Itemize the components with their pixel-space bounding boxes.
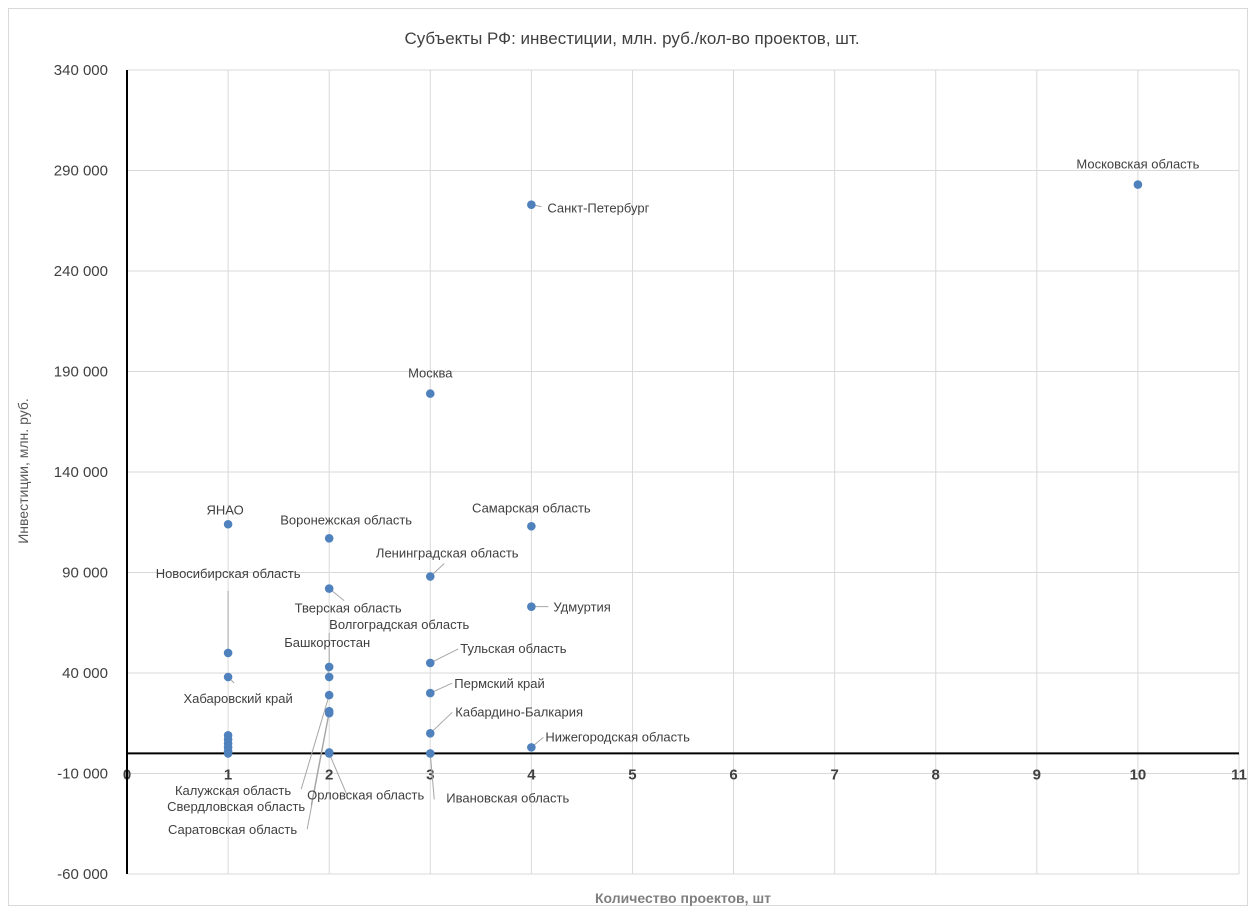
data-point [527,602,536,611]
y-tick-label: 40 000 [62,665,108,682]
x-tick-label: 8 [932,767,940,784]
data-point [425,389,435,398]
data-point [425,688,435,698]
data-label: Саратовская область [168,822,297,837]
data-point [324,672,334,682]
data-label: Ивановская область [446,790,569,805]
data-label: Новосибирская область [156,566,301,581]
data-point [425,658,435,668]
leader-line [429,711,453,734]
data-point [527,743,536,752]
data-label: Нижегородская область [545,729,690,744]
x-tick-label: 4 [527,767,536,784]
y-axis-title: Инвестиции, млн. руб. [15,398,31,544]
y-tick-label: 290 000 [54,163,108,180]
y-tick-label: -60 000 [57,866,108,883]
data-point [324,584,334,593]
data-labels: Московская область Санкт-Петербург Москва Я… [156,157,1200,838]
data-point [425,572,435,581]
x-tick-label: 3 [426,767,434,784]
data-label: Самарская область [472,500,591,515]
data-label: Хабаровский край [183,691,292,706]
chart-frame [8,8,1248,906]
y-tick-label: 340 000 [54,62,108,79]
data-label: Тульская область [460,641,566,656]
data-label: Кабардино-Балкария [455,704,583,719]
data-label: Башкортостан [284,635,370,650]
x-tick-label: 6 [729,767,737,784]
leader-line [300,694,330,790]
x-tick-label: 5 [628,767,636,784]
data-point [324,534,334,543]
y-tick-label: 140 000 [54,464,108,481]
leader-line [306,713,330,830]
data-label: Удмуртия [553,600,610,615]
data-point [324,708,334,718]
data-label: Калужская область [175,783,291,798]
data-label: Ленинградская область [376,546,519,561]
x-tick-label: 10 [1130,767,1147,784]
data-point [324,662,334,672]
data-point [527,200,536,209]
x-tick-label: 9 [1033,767,1041,784]
y-tick-labels: -60 000 -10 000 40 000 90 000 140 000 190 000… [54,62,108,883]
x-tick-label: 1 [224,767,232,784]
y-tick-label: 90 000 [62,565,108,582]
data-point [223,519,233,529]
data-label: ЯНАО [206,502,243,517]
data-point [324,690,334,700]
leader-line [328,753,348,796]
leader-line [430,648,459,664]
chart-title: Субъекты РФ: инвестиции, млн. руб./кол-в… [404,29,859,48]
y-tick-label: -10 000 [57,766,108,783]
data-point [223,749,233,758]
x-tick-label: 7 [830,767,838,784]
data-label: Орловская область [307,787,424,802]
data-label: Московская область [1076,157,1199,172]
x-tick-label: 11 [1231,767,1247,784]
data-label: Волгоградская область [329,617,469,632]
leader-line [429,753,435,800]
data-label: Воронежская область [280,512,412,527]
data-label: Санкт-Петербург [547,201,649,216]
gridlines [127,69,1240,875]
data-label: Свердловская область [167,799,305,814]
data-label: Москва [408,366,453,381]
data-point [223,648,233,658]
data-label: Тверская область [295,601,402,616]
data-point [324,748,334,757]
data-point [1133,180,1143,189]
data-point [527,521,536,531]
data-point [425,729,435,738]
x-axis-title: Количество проектов, шт [595,890,771,906]
data-point [425,749,435,758]
y-tick-label: 190 000 [54,364,108,381]
data-point [223,672,233,682]
data-label: Пермский край [454,676,544,691]
data-points [223,180,1143,758]
x-tick-label: 2 [325,767,333,784]
y-tick-label: 240 000 [54,263,108,280]
